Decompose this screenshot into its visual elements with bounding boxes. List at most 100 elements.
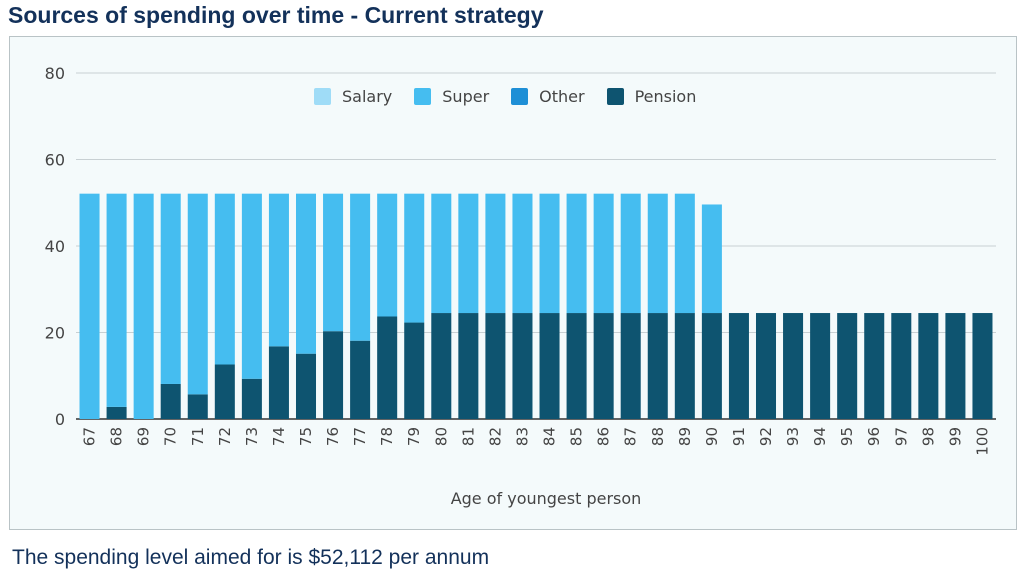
- bar-pension: [350, 340, 371, 419]
- bar-pension: [512, 313, 533, 419]
- x-tick-label: 74: [270, 427, 288, 446]
- y-tick-label: 0: [55, 410, 65, 429]
- bar-pension: [972, 313, 993, 419]
- legend-label: Salary: [342, 87, 393, 106]
- bar-super: [268, 193, 289, 347]
- y-tick-label: 60: [45, 151, 65, 170]
- bar-super: [133, 193, 154, 419]
- bar-super: [377, 193, 398, 317]
- legend-swatch: [314, 88, 331, 105]
- bar-pension: [268, 346, 289, 419]
- x-tick-label: 90: [703, 427, 721, 446]
- chart-panel: 0 20 40 60 80 67 68 69 70 71 72 73 74 75 76 77 78 79 80 81 8…: [9, 36, 1017, 530]
- legend-swatch: [511, 88, 529, 105]
- chart-svg: 0 20 40 60 80 67 68 69 70 71 72 73 74 75 76 77 78 79 80 81 8…: [45, 64, 996, 508]
- bar-pension: [323, 331, 344, 419]
- bar-pension: [187, 394, 208, 419]
- bar-super: [431, 193, 452, 314]
- x-tick-label: 87: [622, 427, 640, 446]
- x-tick-label: 77: [351, 427, 369, 446]
- x-tick-label: 95: [838, 427, 856, 446]
- bar-pension: [241, 378, 262, 419]
- bar-super: [512, 193, 533, 314]
- bar-pension: [755, 313, 777, 419]
- x-tick-label: 86: [595, 427, 613, 446]
- bar-pension: [593, 313, 614, 419]
- x-tick-label: 85: [568, 427, 586, 446]
- bar-pension: [837, 313, 858, 419]
- bar-super: [674, 193, 695, 314]
- x-tick-label: 67: [81, 427, 99, 446]
- x-tick-label: 78: [378, 427, 396, 446]
- bar-super: [458, 193, 479, 314]
- bar-pension: [945, 313, 966, 419]
- legend-label: Super: [442, 87, 490, 106]
- bar-pension: [864, 313, 885, 419]
- bar-pension: [891, 313, 912, 419]
- x-tick-label: 100: [973, 427, 991, 456]
- x-tick-label: 69: [135, 427, 153, 446]
- x-tick-label: 79: [405, 427, 423, 446]
- bar-super: [79, 193, 100, 419]
- bar-pension: [647, 313, 668, 419]
- bar-pension: [431, 313, 452, 419]
- x-tick-label: 76: [324, 427, 342, 446]
- bar-super: [160, 193, 181, 384]
- x-tick-label: 98: [919, 427, 937, 446]
- legend-swatch: [414, 88, 432, 105]
- legend-label: Pension: [634, 87, 697, 106]
- bar-pension: [620, 313, 641, 419]
- bar-pension: [674, 313, 695, 419]
- x-tick-label: 80: [432, 427, 450, 446]
- bar-super: [701, 204, 722, 314]
- x-tick-label: 70: [162, 427, 180, 446]
- bar-pension: [404, 322, 425, 419]
- bar-pension: [810, 313, 831, 419]
- bar-super: [404, 193, 425, 323]
- bar-super: [620, 193, 641, 314]
- bar-pension: [458, 313, 479, 419]
- x-tick-label: 93: [784, 427, 802, 446]
- bar-super: [214, 193, 235, 365]
- bar-super: [593, 193, 614, 314]
- chart-legend: Salary Super Other Pension: [314, 87, 718, 106]
- spending-level-note: The spending level aimed for is $52,112 …: [12, 546, 490, 569]
- x-axis-title: Age of youngest person: [451, 489, 642, 508]
- x-tick-label: 94: [811, 427, 829, 446]
- bar-pension: [377, 316, 398, 419]
- bar-pension: [295, 353, 317, 419]
- x-tick-label: 96: [865, 427, 883, 446]
- bar-pension: [918, 313, 939, 419]
- bar-super: [566, 193, 587, 314]
- page-title: Sources of spending over time - Current …: [8, 2, 544, 28]
- x-tick-label: 92: [757, 427, 775, 446]
- bar-pension: [106, 406, 127, 419]
- bar-super: [485, 193, 506, 314]
- bar-super: [187, 193, 208, 395]
- x-tick-label: 75: [297, 427, 315, 446]
- x-tick-label: 71: [189, 427, 207, 446]
- bar-pension: [160, 383, 181, 419]
- x-tick-label: 88: [649, 427, 667, 446]
- x-tick-label: 82: [486, 427, 504, 446]
- bar-super: [241, 193, 262, 379]
- bar-super: [323, 193, 344, 332]
- bar-super: [106, 193, 127, 407]
- legend-item-other: Other: [511, 87, 585, 106]
- bar-pension: [485, 313, 506, 419]
- bar-super: [350, 193, 371, 341]
- legend-item-pension: Pension: [606, 87, 697, 106]
- x-tick-label: 91: [730, 427, 748, 446]
- legend-item-salary: Salary: [314, 87, 392, 106]
- bar-super: [539, 193, 560, 314]
- bar-pension: [701, 313, 722, 419]
- bar-pension: [214, 364, 235, 419]
- x-tick-label: 72: [216, 427, 234, 446]
- bar-pension: [539, 313, 560, 419]
- legend-item-super: Super: [414, 87, 489, 106]
- x-tick-label: 68: [108, 427, 126, 446]
- bar-pension: [783, 313, 804, 419]
- legend-swatch: [606, 88, 624, 105]
- legend-label: Other: [539, 87, 585, 106]
- bar-pension: [566, 313, 587, 419]
